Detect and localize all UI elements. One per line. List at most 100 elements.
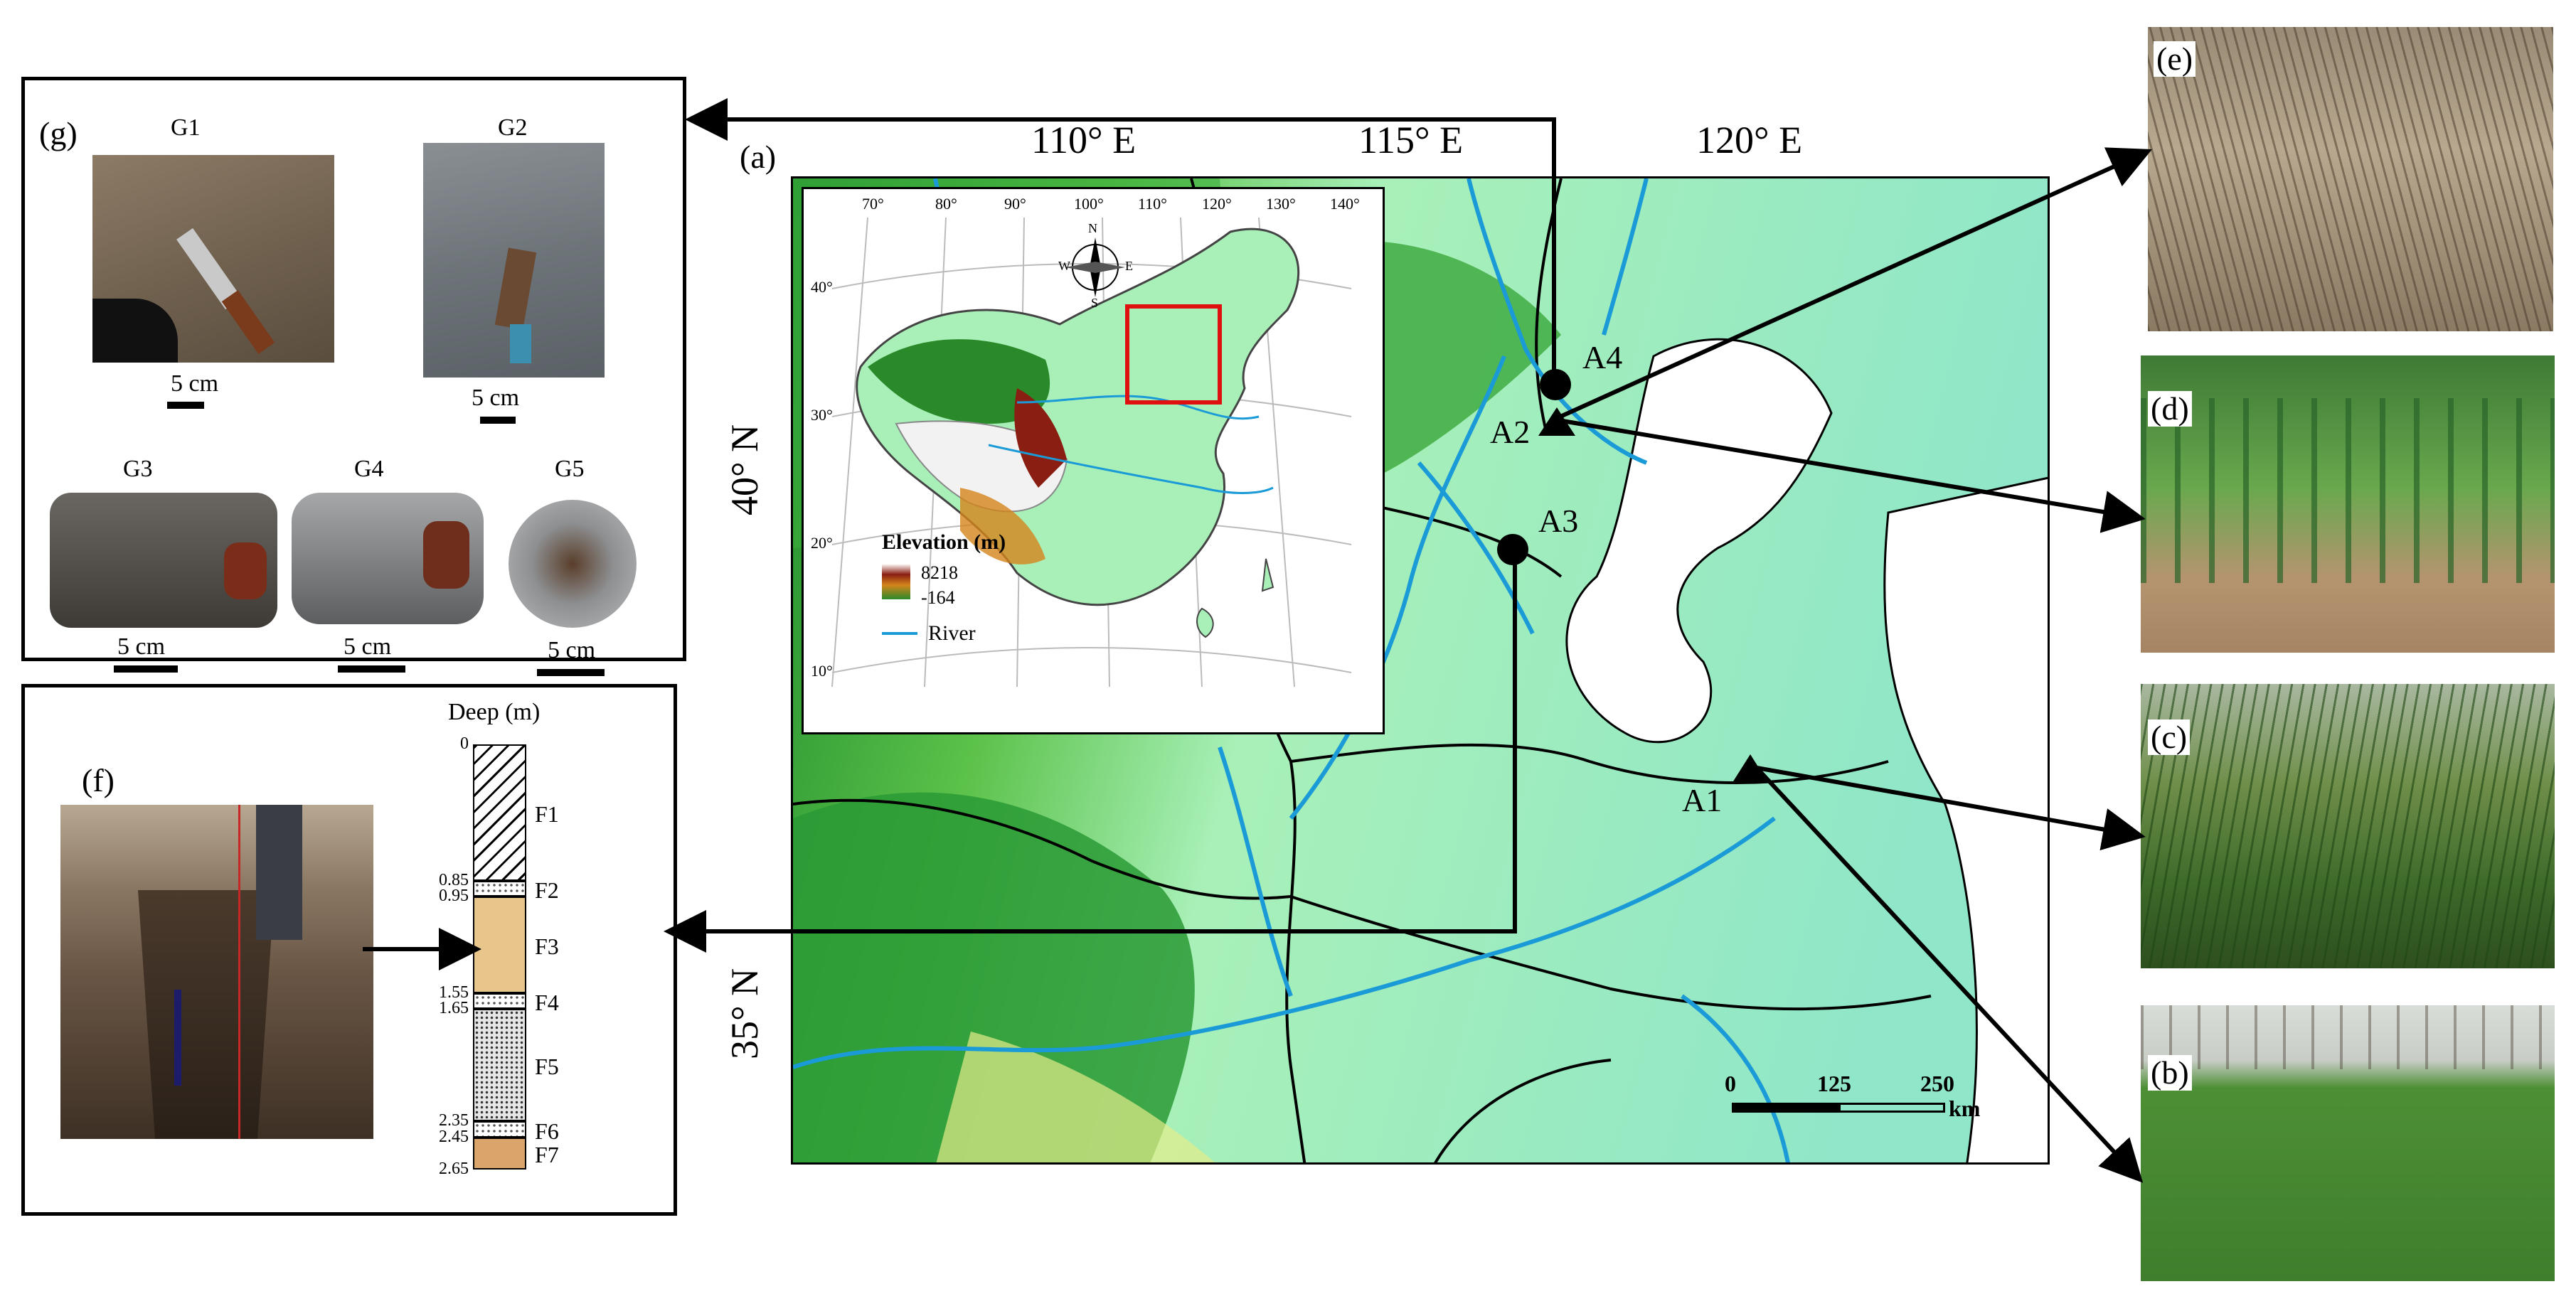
legend-river-label: River [928, 621, 976, 645]
photo-e: (e) [2148, 27, 2553, 331]
sample-g1-photo [92, 155, 334, 363]
soil-profile-photo [60, 805, 373, 1139]
arrow-a2-to-e [1553, 147, 2152, 422]
inset-hainan [1196, 607, 1214, 638]
inset-lon-70: 70° [862, 195, 884, 213]
compass-n: N [1088, 221, 1097, 235]
compass-w: W [1058, 259, 1070, 273]
inset-lon-140: 140° [1330, 195, 1360, 213]
scale-tick-125: 125 [1817, 1071, 1851, 1096]
legend-title: Elevation (m) [882, 530, 1006, 554]
lon-label-110: 110° E [1031, 119, 1137, 161]
sample-g4-scale-bar [338, 665, 405, 673]
depth-label: 2.35 [439, 1111, 469, 1130]
inset-lon-80: 80° [935, 195, 957, 213]
sample-g5-photo [509, 500, 637, 628]
depth-label: 2.45 [439, 1127, 469, 1146]
sample-g2-scale-label: 5 cm [472, 385, 520, 411]
lon-label-115: 115° E [1358, 119, 1464, 161]
depth-label: 0.95 [439, 887, 469, 906]
depth-label: 1.65 [439, 999, 469, 1018]
scale-tick-0: 0 [1725, 1071, 1736, 1096]
arrow-a2-to-d [1553, 417, 2146, 533]
sample-g5-scale-bar [537, 669, 605, 676]
soil-layer-label-f6: F6 [535, 1118, 559, 1144]
inset-lon-120: 120° [1202, 195, 1232, 213]
depth-label: 2.65 [439, 1160, 469, 1178]
site-a3-label: A3 [1538, 503, 1579, 539]
inset-mid-elevation [960, 488, 1045, 564]
study-area-map: 70° 80° 90° 100° 110° 120° 130° 140° 40°… [791, 176, 2050, 1165]
sample-g3-label: G3 [123, 456, 153, 482]
soil-layer-label-f4: F4 [535, 990, 559, 1016]
depth-label: 0 [460, 734, 469, 753]
legend-max: 8218 [921, 562, 958, 583]
soil-layer-f6 [473, 1121, 526, 1138]
site-a1-label: A1 [1682, 782, 1723, 818]
sample-g3-photo [50, 493, 277, 628]
inset-northwest-mountains [868, 339, 1050, 424]
compass-s: S [1091, 296, 1099, 310]
study-area-box [1125, 304, 1222, 405]
soil-layer-label-f5: F5 [535, 1054, 559, 1080]
sample-g1-scale-bar [167, 402, 204, 409]
depth-label: 0.85 [439, 870, 469, 889]
inset-svg [831, 217, 1352, 687]
arrow-a1-to-c [1756, 766, 2146, 851]
panel-g: (g) G1 5 cm G2 5 cm G3 5 cm G4 5 cm G5 5… [21, 77, 686, 676]
soil-layer-f4 [473, 992, 526, 1010]
panel-a-label: (a) [740, 139, 777, 175]
photo-c: (c) [2141, 684, 2555, 968]
soil-layer-f1 [473, 744, 526, 881]
legend-min: -164 [921, 587, 955, 608]
inset-lon-100: 100° [1074, 195, 1104, 213]
sample-g4-scale-label: 5 cm [344, 633, 392, 660]
china-inset-map: 70° 80° 90° 100° 110° 120° 130° 140° 40°… [802, 187, 1385, 734]
map-scale-bar [1732, 1103, 1945, 1113]
sample-g2-scale-bar [480, 417, 516, 424]
inset-rivers [988, 395, 1274, 494]
photo-b: (b) [2141, 1005, 2555, 1281]
arrow-a3-to-f [664, 555, 1517, 953]
soil-layer-label-f3: F3 [535, 933, 559, 960]
soil-layer-f2 [473, 880, 526, 897]
scale-tick-250: 250 [1920, 1071, 1954, 1096]
sample-g3-scale-label: 5 cm [117, 633, 166, 660]
panel-f: (f) Deep (m) F1 F2 F3 F4 F5 F6 F7 0 0.85 0.95 1.55… [21, 684, 677, 1216]
sample-g1-scale-label: 5 cm [171, 370, 219, 397]
panel-f-label: (f) [82, 762, 115, 798]
compass-e: E [1125, 259, 1133, 273]
sample-g1-label: G1 [171, 114, 201, 141]
sample-g2-photo [423, 143, 605, 378]
soil-layer-f7 [473, 1137, 526, 1170]
soil-layer-label-f1: F1 [535, 801, 559, 827]
yellow-sea [1883, 476, 2048, 1162]
sample-g4-label: G4 [354, 456, 384, 482]
column-title: Deep (m) [448, 699, 541, 725]
site-a2-label: A2 [1490, 414, 1531, 450]
inset-lat-10: 10° [811, 662, 833, 680]
sample-g5-label: G5 [555, 456, 585, 482]
inset-lat-30: 30° [811, 406, 833, 424]
panel-g-label: (g) [39, 115, 78, 151]
photo-d: (d) [2141, 355, 2555, 653]
photo-c-label: (c) [2148, 719, 2191, 755]
photo-d-label: (d) [2148, 391, 2192, 427]
lon-label-120: 120° E [1696, 119, 1803, 161]
inset-lon-ticks: 70° 80° 90° 100° 110° 120° 130° 140° [804, 195, 1383, 216]
inset-lon-130: 130° [1266, 195, 1296, 213]
soil-layer-label-f7: F7 [535, 1142, 559, 1168]
inset-lon-90: 90° [1004, 195, 1026, 213]
arrow-a1-to-b [1755, 766, 2144, 1183]
inset-high-mountains [1014, 388, 1067, 488]
site-a4-label: A4 [1582, 339, 1623, 375]
inset-lat-40: 40° [811, 278, 833, 296]
arrow-a4-to-g [685, 98, 1556, 384]
inset-lat-20: 20° [811, 534, 833, 552]
compass-rose [1065, 237, 1125, 297]
inset-lon-110: 110° [1138, 195, 1167, 213]
sample-g5-scale-label: 5 cm [548, 637, 596, 663]
basin-plain [936, 1032, 1215, 1162]
bohai-sea [1565, 338, 1833, 744]
